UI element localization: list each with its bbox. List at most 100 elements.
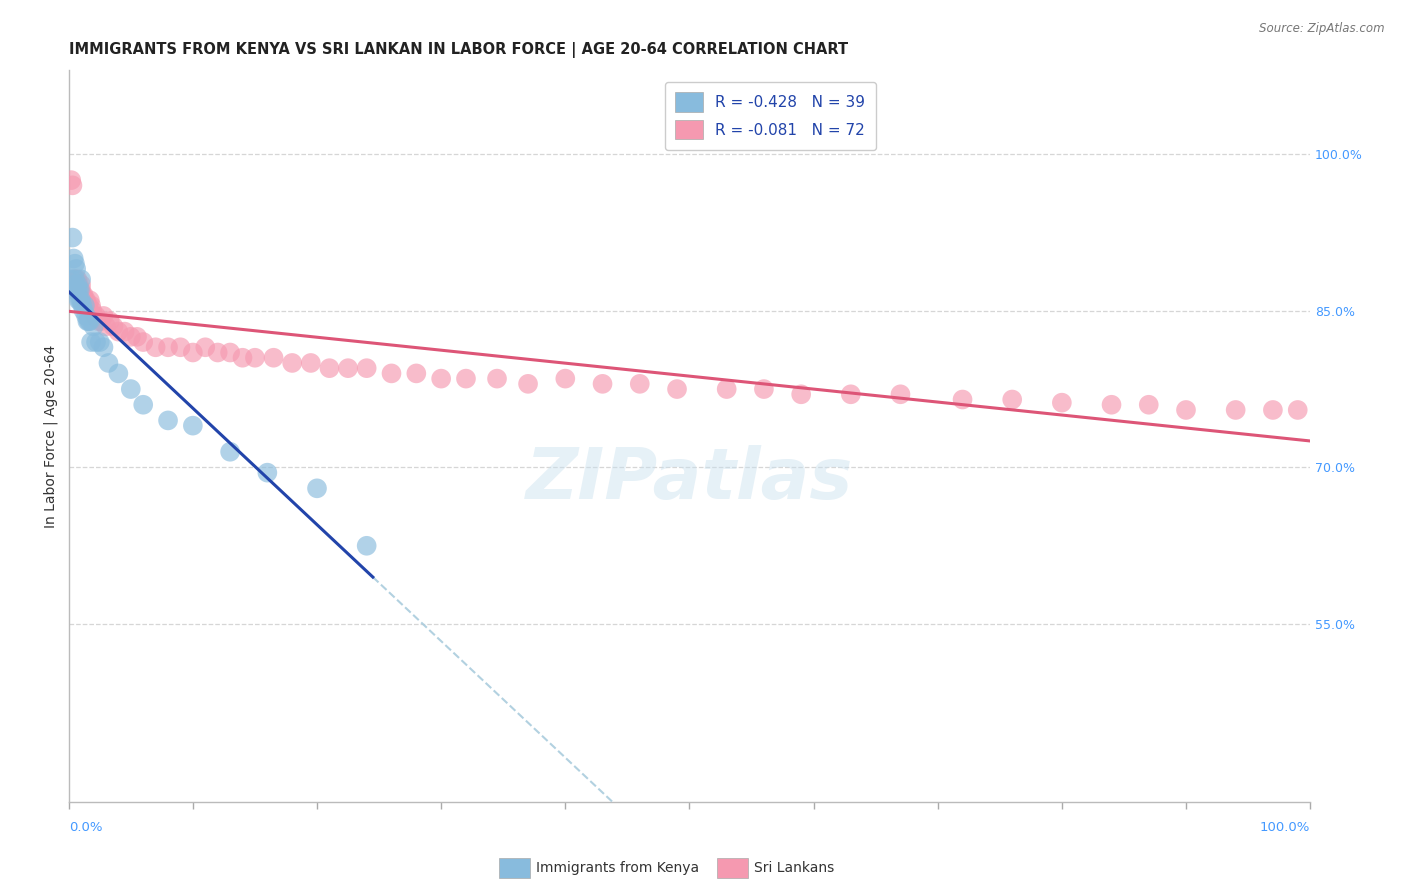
Point xyxy=(75,309,97,323)
Point xyxy=(107,367,129,381)
Point xyxy=(120,382,142,396)
Point xyxy=(63,272,86,286)
Point xyxy=(1050,395,1073,409)
Point xyxy=(98,314,121,328)
Point xyxy=(79,293,101,308)
Point xyxy=(75,293,97,308)
Point xyxy=(281,356,304,370)
Point xyxy=(318,361,340,376)
Point xyxy=(72,288,94,302)
Point xyxy=(107,325,129,339)
Point xyxy=(231,351,253,365)
Point xyxy=(72,303,94,318)
Point xyxy=(76,314,98,328)
Point xyxy=(132,334,155,349)
Point xyxy=(752,382,775,396)
Point xyxy=(114,325,136,339)
Point xyxy=(839,387,862,401)
Point xyxy=(94,319,117,334)
Point xyxy=(1225,403,1247,417)
Point xyxy=(207,345,229,359)
Point xyxy=(517,376,540,391)
Point xyxy=(65,261,87,276)
Point xyxy=(63,257,86,271)
Point xyxy=(60,272,83,286)
Point xyxy=(84,334,107,349)
Point xyxy=(80,298,103,312)
Point xyxy=(72,288,94,302)
Point xyxy=(62,283,84,297)
Point xyxy=(62,178,84,193)
Point xyxy=(93,309,115,323)
Point xyxy=(82,303,104,318)
Point xyxy=(1175,403,1198,417)
Point xyxy=(70,283,93,297)
Point xyxy=(84,309,107,323)
Point xyxy=(194,340,217,354)
Point xyxy=(337,361,360,376)
Point xyxy=(132,398,155,412)
Point xyxy=(77,314,100,328)
Point xyxy=(356,539,378,553)
Point xyxy=(97,356,120,370)
Point xyxy=(66,272,89,286)
Point xyxy=(554,371,576,385)
Text: IMMIGRANTS FROM KENYA VS SRI LANKAN IN LABOR FORCE | AGE 20-64 CORRELATION CHART: IMMIGRANTS FROM KENYA VS SRI LANKAN IN L… xyxy=(69,42,848,58)
Point xyxy=(66,277,89,292)
Point xyxy=(263,351,285,365)
Point xyxy=(485,371,508,385)
Point xyxy=(70,277,93,292)
Point xyxy=(60,173,83,187)
Point xyxy=(70,293,93,308)
Point xyxy=(716,382,738,396)
Point xyxy=(77,298,100,312)
Text: Source: ZipAtlas.com: Source: ZipAtlas.com xyxy=(1260,22,1385,36)
Point xyxy=(889,387,911,401)
Point xyxy=(256,466,278,480)
Point xyxy=(62,230,84,244)
Point xyxy=(125,330,148,344)
Point xyxy=(380,367,402,381)
Point xyxy=(145,340,167,354)
Point xyxy=(1101,398,1123,412)
Legend: R = -0.428   N = 39, R = -0.081   N = 72: R = -0.428 N = 39, R = -0.081 N = 72 xyxy=(665,82,876,150)
Point xyxy=(89,334,111,349)
Point xyxy=(80,334,103,349)
Point xyxy=(62,252,84,266)
Point xyxy=(72,298,94,312)
Point xyxy=(90,314,112,328)
Point xyxy=(87,314,110,328)
Point xyxy=(73,298,96,312)
Point xyxy=(181,345,204,359)
Point xyxy=(76,298,98,312)
Point xyxy=(405,367,427,381)
Point xyxy=(157,413,180,427)
Point xyxy=(120,330,142,344)
Point xyxy=(454,371,477,385)
Point xyxy=(66,283,89,297)
Point xyxy=(67,277,90,292)
Text: 100.0%: 100.0% xyxy=(1260,821,1310,833)
Point xyxy=(93,340,115,354)
Point xyxy=(181,418,204,433)
Point xyxy=(103,319,125,334)
Point xyxy=(70,272,93,286)
Point xyxy=(666,382,689,396)
Point xyxy=(430,371,453,385)
Point xyxy=(592,376,614,391)
Point xyxy=(299,356,322,370)
Point xyxy=(69,293,91,308)
Text: Immigrants from Kenya: Immigrants from Kenya xyxy=(536,861,699,875)
Point xyxy=(169,340,191,354)
Point xyxy=(1261,403,1284,417)
Point xyxy=(83,319,105,334)
Point xyxy=(219,444,242,458)
Point xyxy=(305,481,328,495)
Point xyxy=(628,376,651,391)
Text: 0.0%: 0.0% xyxy=(69,821,103,833)
Point xyxy=(69,283,91,297)
Point xyxy=(83,309,105,323)
Point xyxy=(1137,398,1160,412)
Point xyxy=(790,387,813,401)
Point xyxy=(79,314,101,328)
